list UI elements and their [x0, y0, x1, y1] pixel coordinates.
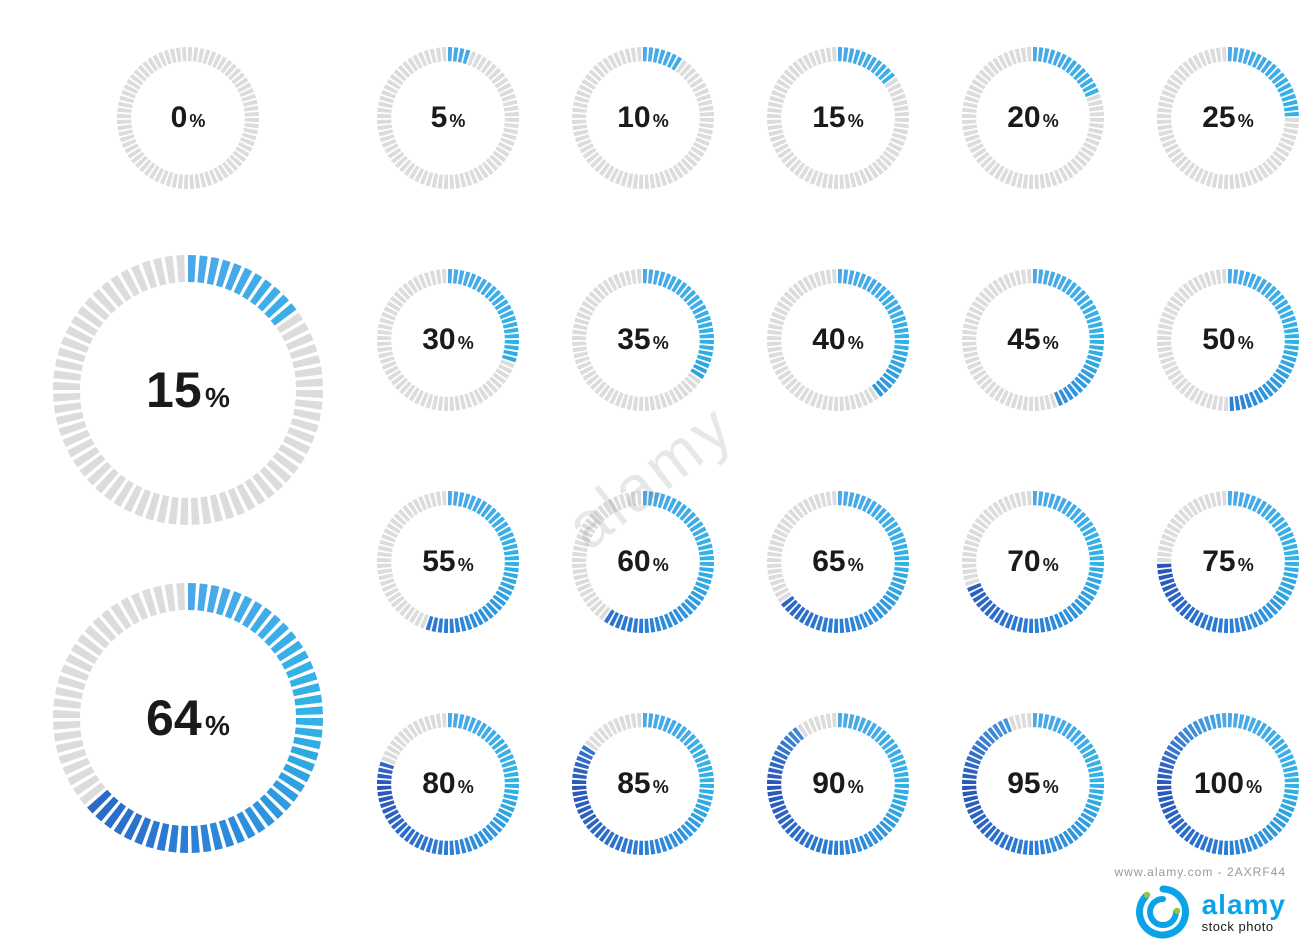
percentage-gauge-p95: 95% — [962, 713, 1104, 855]
gauge-value: 30 — [422, 323, 455, 357]
percentage-gauge-p85: 85% — [572, 713, 714, 855]
gauge-value: 60 — [617, 545, 650, 579]
percent-sign: % — [189, 111, 205, 132]
percent-sign: % — [458, 333, 474, 354]
percent-sign: % — [1238, 111, 1254, 132]
gauge-label: 45% — [1007, 323, 1059, 357]
gauge-value: 55 — [422, 545, 455, 579]
gauge-label: 75% — [1202, 545, 1254, 579]
percentage-gauge-p65: 65% — [767, 491, 909, 633]
percentage-gauge-p70: 70% — [962, 491, 1104, 633]
gauge-value: 25 — [1202, 101, 1235, 135]
percent-sign: % — [1043, 555, 1059, 576]
gauge-label: 65% — [812, 545, 864, 579]
percentage-gauge-p25: 25% — [1157, 47, 1299, 189]
gauge-value: 70 — [1007, 545, 1040, 579]
percentage-gauge-big-64: 64% — [53, 583, 323, 853]
gauge-label: 30% — [422, 323, 474, 357]
percent-sign: % — [1043, 111, 1059, 132]
gauge-value: 45 — [1007, 323, 1040, 357]
percentage-gauge-big-15: 15% — [53, 255, 323, 525]
percentage-gauge-p30: 30% — [377, 269, 519, 411]
gauge-label: 55% — [422, 545, 474, 579]
percentage-gauge-p50: 50% — [1157, 269, 1299, 411]
gauge-label: 5% — [431, 101, 466, 135]
gauge-label: 50% — [1202, 323, 1254, 357]
gauge-label: 25% — [1202, 101, 1254, 135]
gauge-value: 10 — [617, 101, 650, 135]
gauge-value: 85 — [617, 767, 650, 801]
gauge-value: 20 — [1007, 101, 1040, 135]
gauge-label: 70% — [1007, 545, 1059, 579]
gauge-label: 85% — [617, 767, 669, 801]
gauge-label: 100% — [1194, 767, 1262, 801]
gauge-value: 50 — [1202, 323, 1235, 357]
gauge-value: 75 — [1202, 545, 1235, 579]
percent-sign: % — [653, 111, 669, 132]
gauge-value: 80 — [422, 767, 455, 801]
percent-sign: % — [848, 111, 864, 132]
percent-sign: % — [653, 333, 669, 354]
percentage-gauge-p10: 10% — [572, 47, 714, 189]
percent-sign: % — [458, 777, 474, 798]
percentage-gauge-p20: 20% — [962, 47, 1104, 189]
percentage-gauge-p80: 80% — [377, 713, 519, 855]
gauge-label: 95% — [1007, 767, 1059, 801]
watermark-brand-text: alamy — [1202, 890, 1286, 919]
gauge-value: 64 — [146, 689, 202, 747]
percent-sign: % — [205, 382, 230, 414]
gauge-label: 64% — [146, 689, 230, 747]
gauge-label: 10% — [617, 101, 669, 135]
gauge-label: 60% — [617, 545, 669, 579]
gauge-label: 0% — [171, 101, 206, 135]
percentage-gauge-p75: 75% — [1157, 491, 1299, 633]
watermark-image-id: www.alamy.com - 2AXRF44 — [1115, 865, 1286, 879]
percentage-gauge-p40: 40% — [767, 269, 909, 411]
gauge-label: 20% — [1007, 101, 1059, 135]
percent-sign: % — [653, 777, 669, 798]
percentage-gauge-p45: 45% — [962, 269, 1104, 411]
gauge-value: 95 — [1007, 767, 1040, 801]
percent-sign: % — [449, 111, 465, 132]
alamy-logo-icon — [1134, 883, 1192, 941]
gauge-value: 35 — [617, 323, 650, 357]
gauge-label: 80% — [422, 767, 474, 801]
percentage-gauge-p100: 100% — [1157, 713, 1299, 855]
percent-sign: % — [458, 555, 474, 576]
percent-sign: % — [1238, 555, 1254, 576]
percent-sign: % — [1246, 777, 1262, 798]
gauge-label: 35% — [617, 323, 669, 357]
percent-sign: % — [848, 333, 864, 354]
gauge-value: 0 — [171, 101, 188, 135]
percentage-gauge-p5: 5% — [377, 47, 519, 189]
percent-sign: % — [205, 710, 230, 742]
percent-sign: % — [848, 777, 864, 798]
percent-sign: % — [653, 555, 669, 576]
gauge-value: 15 — [812, 101, 845, 135]
percentage-gauge-p35: 35% — [572, 269, 714, 411]
percentage-gauge-zero: 0% — [117, 47, 259, 189]
gauge-value: 15 — [146, 361, 202, 419]
gauge-value: 100 — [1194, 767, 1244, 801]
infographic-canvas: alamy 0%15%64%5%10%15%20%25%30%35%40%45%… — [0, 0, 1300, 951]
gauge-value: 65 — [812, 545, 845, 579]
percent-sign: % — [1238, 333, 1254, 354]
watermark-tagline: stock photo — [1202, 920, 1286, 934]
percent-sign: % — [848, 555, 864, 576]
gauge-label: 90% — [812, 767, 864, 801]
percent-sign: % — [1043, 777, 1059, 798]
gauge-label: 15% — [146, 361, 230, 419]
gauge-label: 40% — [812, 323, 864, 357]
percent-sign: % — [1043, 333, 1059, 354]
gauge-label: 15% — [812, 101, 864, 135]
percentage-gauge-p55: 55% — [377, 491, 519, 633]
gauge-value: 5 — [431, 101, 448, 135]
gauge-value: 90 — [812, 767, 845, 801]
percentage-gauge-p90: 90% — [767, 713, 909, 855]
gauge-value: 40 — [812, 323, 845, 357]
percentage-gauge-p15: 15% — [767, 47, 909, 189]
watermark-brand-block: alamy stock photo — [1134, 883, 1286, 941]
percentage-gauge-p60: 60% — [572, 491, 714, 633]
